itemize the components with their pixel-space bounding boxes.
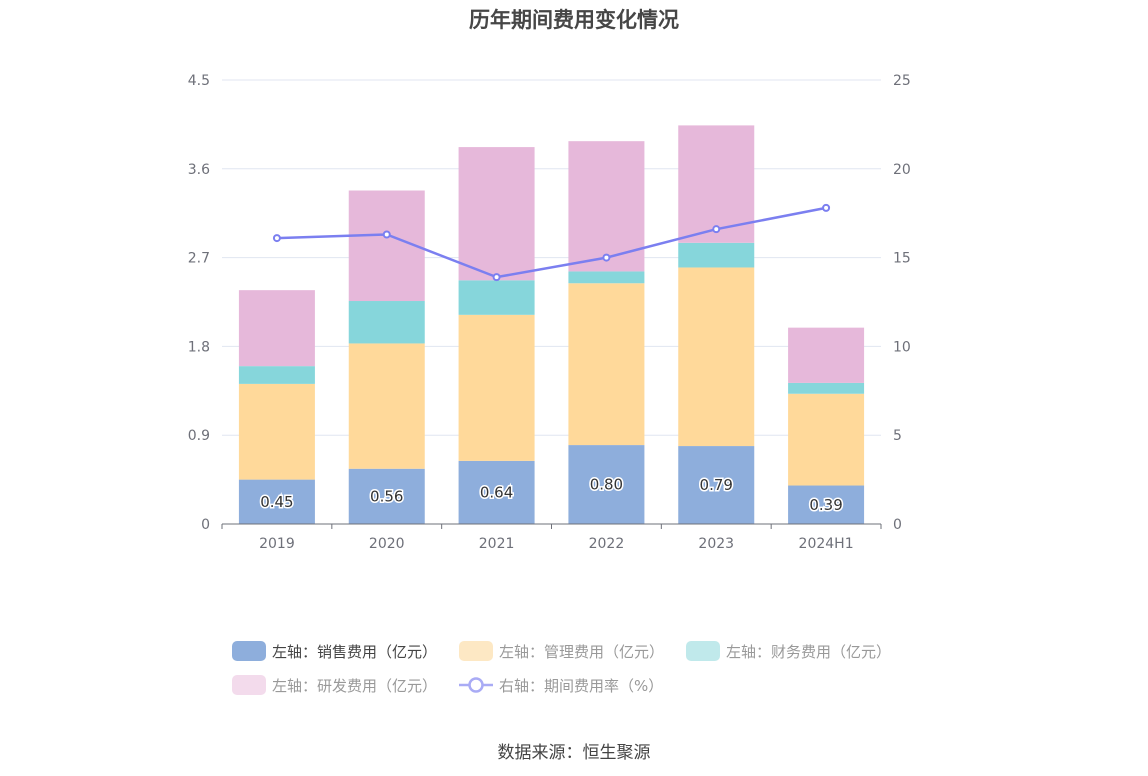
- bar[interactable]: [458, 314, 535, 461]
- bar-series: [238, 125, 865, 524]
- legend-swatch-icon: [686, 641, 721, 661]
- x-axis-tick-label: 2024H1: [799, 536, 854, 552]
- legend-row: 左轴：研发费用（亿元） 右轴：期间费用率（%）: [232, 673, 932, 697]
- line-point[interactable]: [272, 234, 281, 243]
- left-axis-tick-label: 4.5: [188, 73, 210, 89]
- bar[interactable]: [458, 460, 535, 524]
- right-axis-tick-label: 10: [893, 339, 911, 355]
- bar[interactable]: [238, 479, 315, 524]
- bar-data-label: 0.39: [809, 496, 842, 514]
- legend-swatch-icon: [232, 641, 266, 661]
- bar-data-label: 0.56: [370, 487, 403, 505]
- grid-lines: [222, 79, 881, 436]
- bar[interactable]: [788, 382, 865, 394]
- bar[interactable]: [788, 485, 865, 524]
- bar[interactable]: [238, 383, 315, 480]
- x-axis-tick-label: 2020: [369, 536, 405, 552]
- legend-item[interactable]: 左轴：财务费用（亿元）: [686, 641, 891, 662]
- legend-item[interactable]: 右轴：期间费用率（%）: [459, 675, 663, 696]
- right-axis-tick-label: 15: [893, 251, 911, 267]
- left-axis-tick-label: 0.9: [188, 428, 210, 444]
- legend-row: 左轴：销售费用（亿元） 左轴：管理费用（亿元） 左轴：财务费用（亿元）: [232, 639, 932, 663]
- bar[interactable]: [678, 446, 755, 524]
- source-note: 数据来源：恒生聚源: [497, 743, 651, 763]
- bar[interactable]: [238, 366, 315, 384]
- line-point[interactable]: [712, 225, 721, 234]
- line-point[interactable]: [382, 230, 391, 239]
- bar-data-label: 0.64: [480, 483, 513, 501]
- x-axis-tick-label: 2022: [589, 536, 625, 552]
- legend-label: 左轴：管理费用（亿元）: [499, 642, 665, 661]
- bar[interactable]: [348, 343, 425, 469]
- left-axis-tick-label: 0: [201, 517, 210, 533]
- bar[interactable]: [348, 301, 425, 344]
- bar[interactable]: [348, 190, 425, 302]
- bar[interactable]: [458, 147, 535, 281]
- bar[interactable]: [788, 327, 865, 383]
- x-axis-tick-label: 2023: [698, 536, 734, 552]
- legend-label: 左轴：财务费用（亿元）: [726, 642, 892, 661]
- left-axis-tick-label: 1.8: [188, 339, 210, 355]
- chart-title: 历年期间费用变化情况: [469, 8, 679, 32]
- left-axis-tick-label: 3.6: [188, 162, 210, 178]
- x-axis-tick-label: 2021: [479, 536, 515, 552]
- bar[interactable]: [348, 468, 425, 524]
- bar[interactable]: [568, 283, 645, 446]
- legend-swatch-icon: [232, 675, 266, 695]
- legend: 左轴：销售费用（亿元） 左轴：管理费用（亿元） 左轴：财务费用（亿元） 左轴：研发费…: [232, 639, 932, 707]
- bar[interactable]: [238, 290, 315, 367]
- right-axis-tick-label: 0: [893, 517, 902, 533]
- right-axis-tick-label: 20: [893, 162, 911, 178]
- legend-item[interactable]: 左轴：销售费用（亿元）: [232, 641, 437, 662]
- legend-item[interactable]: 左轴：研发费用（亿元）: [232, 675, 437, 696]
- line-series-path: [276, 206, 827, 279]
- line-point[interactable]: [822, 203, 831, 212]
- legend-label: 右轴：期间费用率（%）: [499, 676, 664, 695]
- x-axis-tick-label: 2019: [259, 536, 295, 552]
- data-labels: 0.45 0.56 0.64 0.80 0.79 0.39: [259, 474, 845, 515]
- axes: 0 0.9 1.8 2.7 3.6 4.5 0 5 10 15 20 25 2019 2020 2021 20…: [188, 73, 911, 552]
- bar[interactable]: [678, 242, 755, 268]
- bar[interactable]: [568, 141, 645, 272]
- bar[interactable]: [568, 271, 645, 284]
- bar-data-label: 0.45: [260, 493, 293, 511]
- right-axis-tick-label: 25: [893, 73, 911, 89]
- line-point[interactable]: [602, 253, 611, 262]
- bar[interactable]: [678, 267, 755, 447]
- line-series: [272, 203, 831, 282]
- left-axis-tick-label: 2.7: [188, 251, 210, 267]
- bar-data-label: 0.79: [700, 476, 733, 494]
- legend-label: 左轴：研发费用（亿元）: [272, 676, 438, 695]
- bar-data-label: 0.80: [590, 476, 623, 494]
- bar[interactable]: [788, 393, 865, 486]
- legend-label: 左轴：销售费用（亿元）: [272, 642, 438, 661]
- bar[interactable]: [458, 280, 535, 315]
- bar[interactable]: [568, 445, 645, 524]
- legend-swatch-icon: [459, 641, 494, 661]
- legend-line-marker-icon: [459, 675, 494, 695]
- line-point[interactable]: [492, 273, 501, 282]
- legend-item[interactable]: 左轴：管理费用（亿元）: [459, 641, 664, 662]
- right-axis-tick-label: 5: [893, 428, 902, 444]
